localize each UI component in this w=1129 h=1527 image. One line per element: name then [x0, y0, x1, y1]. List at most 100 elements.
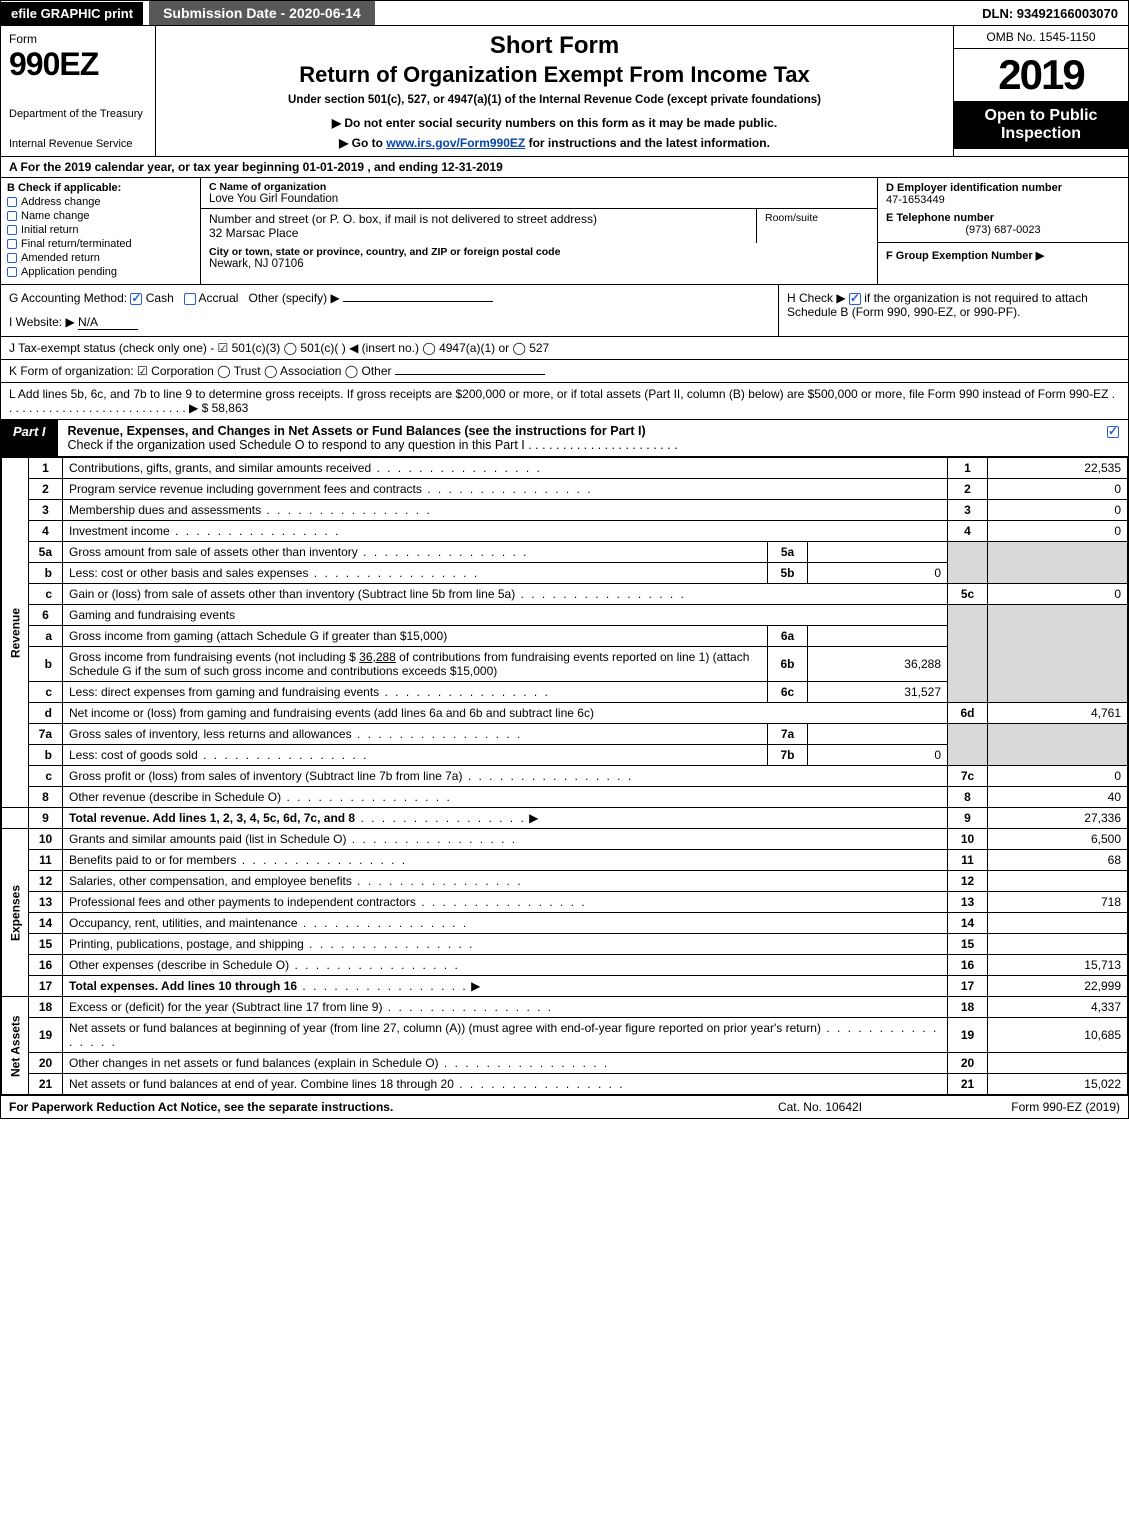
line-desc: Gross sales of inventory, less returns a…: [69, 727, 352, 741]
line-desc: Program service revenue including govern…: [69, 482, 422, 496]
line-desc: Net assets or fund balances at beginning…: [69, 1021, 821, 1035]
line5a-value: [808, 542, 948, 563]
line7a-value: [808, 724, 948, 745]
top-bar: efile GRAPHIC print Submission Date - 20…: [1, 1, 1128, 26]
line1-value: 22,535: [988, 458, 1128, 479]
org-name-cell: C Name of organization Love You Girl Fou…: [201, 178, 877, 209]
table-row: Revenue 1 Contributions, gifts, grants, …: [2, 458, 1128, 479]
line16-value: 15,713: [988, 955, 1128, 976]
line20-value: [988, 1053, 1128, 1074]
line-desc: Gaming and fundraising events: [63, 605, 948, 626]
part1-table: Revenue 1 Contributions, gifts, grants, …: [1, 457, 1128, 1095]
section-c: C Name of organization Love You Girl Fou…: [201, 178, 878, 284]
room-suite-cell: Room/suite: [757, 209, 877, 243]
part1-checkbox-cell: [1098, 420, 1128, 456]
part1-title-text: Revenue, Expenses, and Changes in Net As…: [68, 424, 646, 438]
room-label: Room/suite: [765, 212, 818, 224]
table-row: Net Assets 18 Excess or (deficit) for th…: [2, 997, 1128, 1018]
table-row: 3 Membership dues and assessments 3 0: [2, 500, 1128, 521]
chk-schedule-o[interactable]: [1107, 426, 1119, 438]
dept-treasury: Department of the Treasury: [9, 108, 147, 120]
k-text: K Form of organization: ☑ Corporation ◯ …: [9, 364, 392, 378]
chk-cash[interactable]: [130, 293, 142, 305]
l6b-pre: Gross income from fundraising events (no…: [69, 650, 359, 664]
header-right: OMB No. 1545-1150 2019 Open to Public In…: [953, 26, 1128, 156]
line-desc: Gross amount from sale of assets other t…: [69, 545, 358, 559]
footer-left: For Paperwork Reduction Act Notice, see …: [9, 1100, 720, 1114]
side-net-assets: Net Assets: [2, 997, 29, 1095]
checkbox-icon: [7, 239, 17, 249]
line6b-desc: Gross income from fundraising events (no…: [63, 647, 768, 682]
line6d-value: 4,761: [988, 703, 1128, 724]
section-j: J Tax-exempt status (check only one) - ☑…: [1, 337, 1128, 360]
chk-label: Application pending: [21, 266, 117, 278]
footer-cat-no: Cat. No. 10642I: [720, 1100, 920, 1114]
line7b-value: 0: [808, 745, 948, 766]
form-label: Form: [9, 32, 147, 46]
dept-irs: Internal Revenue Service: [9, 138, 147, 150]
table-row: 13 Professional fees and other payments …: [2, 892, 1128, 913]
chk-label: Address change: [21, 196, 101, 208]
line-desc: Less: direct expenses from gaming and fu…: [69, 685, 379, 699]
line9-value: 27,336: [988, 808, 1128, 829]
line2-value: 0: [988, 479, 1128, 500]
chk-schedule-b[interactable]: [849, 293, 861, 305]
chk-amended-return[interactable]: Amended return: [7, 252, 194, 264]
website-value: N/A: [78, 315, 138, 330]
footer-form-ref: Form 990-EZ (2019): [920, 1100, 1120, 1114]
chk-name-change[interactable]: Name change: [7, 210, 194, 222]
gh-row: G Accounting Method: Cash Accrual Other …: [1, 285, 1128, 337]
table-row: 15 Printing, publications, postage, and …: [2, 934, 1128, 955]
line-desc: Gross income from gaming (attach Schedul…: [69, 629, 447, 643]
street-value: 32 Marsac Place: [209, 226, 748, 240]
checkbox-icon: [7, 253, 17, 263]
side-revenue: Revenue: [2, 458, 29, 808]
line11-value: 68: [988, 850, 1128, 871]
line-desc: Total revenue. Add lines 1, 2, 3, 4, 5c,…: [69, 811, 355, 825]
cash-label: Cash: [146, 291, 174, 305]
line-desc: Salaries, other compensation, and employ…: [69, 874, 352, 888]
checkbox-icon: [7, 197, 17, 207]
table-row: 19 Net assets or fund balances at beginn…: [2, 1018, 1128, 1053]
line-desc: Benefits paid to or for members: [69, 853, 236, 867]
table-row: 6 Gaming and fundraising events: [2, 605, 1128, 626]
chk-final-return[interactable]: Final return/terminated: [7, 238, 194, 250]
k-other-field[interactable]: [395, 374, 545, 375]
b-heading: B Check if applicable:: [7, 182, 194, 194]
l-value: 58,863: [212, 401, 249, 415]
line14-value: [988, 913, 1128, 934]
line-desc: Grants and similar amounts paid (list in…: [69, 832, 346, 846]
table-row: 12 Salaries, other compensation, and emp…: [2, 871, 1128, 892]
title-sub: Return of Organization Exempt From Incom…: [166, 62, 943, 88]
line-desc: Gain or (loss) from sale of assets other…: [69, 587, 515, 601]
efile-print-label[interactable]: efile GRAPHIC print: [1, 2, 143, 25]
entity-block: B Check if applicable: Address change Na…: [1, 178, 1128, 285]
other-specify-field[interactable]: [343, 301, 493, 302]
ein-label: D Employer identification number: [886, 182, 1120, 194]
tax-year: 2019: [954, 49, 1128, 101]
line17-value: 22,999: [988, 976, 1128, 997]
instructions-link[interactable]: www.irs.gov/Form990EZ: [386, 136, 525, 150]
l-text: L Add lines 5b, 6c, and 7b to line 9 to …: [9, 387, 1115, 415]
header-center: Short Form Return of Organization Exempt…: [156, 26, 953, 156]
omb-number: OMB No. 1545-1150: [954, 26, 1128, 49]
h-label: H Check ▶: [787, 291, 849, 305]
accrual-label: Accrual: [198, 291, 238, 305]
street-address-cell: Number and street (or P. O. box, if mail…: [201, 209, 757, 243]
side-expenses: Expenses: [2, 829, 29, 997]
chk-label: Amended return: [21, 252, 100, 264]
tel-label: E Telephone number: [886, 212, 1120, 224]
line5b-value: 0: [808, 563, 948, 584]
table-row: c Gross profit or (loss) from sales of i…: [2, 766, 1128, 787]
table-row: c Gain or (loss) from sale of assets oth…: [2, 584, 1128, 605]
table-row: 4 Investment income 4 0: [2, 521, 1128, 542]
chk-accrual[interactable]: [184, 293, 196, 305]
group-exemption-label: F Group Exemption Number ▶: [886, 249, 1120, 262]
line4-value: 0: [988, 521, 1128, 542]
chk-address-change[interactable]: Address change: [7, 196, 194, 208]
chk-initial-return[interactable]: Initial return: [7, 224, 194, 236]
chk-application-pending[interactable]: Application pending: [7, 266, 194, 278]
street-label: Number and street (or P. O. box, if mail…: [209, 212, 748, 226]
line5c-value: 0: [988, 584, 1128, 605]
header-left: Form 990EZ Department of the Treasury In…: [1, 26, 156, 156]
